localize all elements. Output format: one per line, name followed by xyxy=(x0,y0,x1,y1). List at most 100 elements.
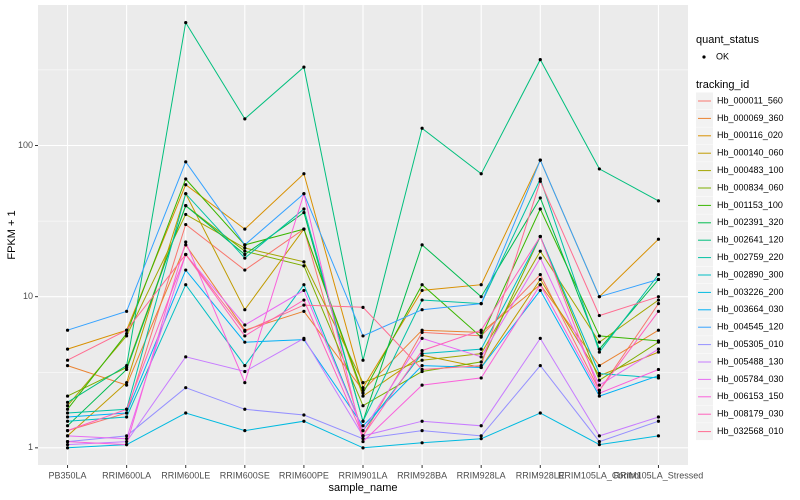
data-point xyxy=(243,363,247,368)
data-point xyxy=(65,404,70,408)
legend-label: Hb_002759_220 xyxy=(717,252,784,262)
data-point xyxy=(243,252,247,257)
data-point xyxy=(538,363,542,368)
x-tick-label: RRIM928BA xyxy=(397,470,447,480)
data-point xyxy=(597,313,601,318)
data-point xyxy=(125,381,129,385)
data-point xyxy=(361,391,365,395)
data-point xyxy=(597,340,601,344)
data-point xyxy=(420,328,424,332)
data-point xyxy=(184,240,188,244)
data-point xyxy=(302,260,306,264)
x-axis-title: sample_name xyxy=(328,482,397,494)
x-tick-label: RRIM928LE xyxy=(516,470,565,480)
data-point xyxy=(656,277,661,282)
data-point xyxy=(538,277,542,282)
data-point xyxy=(420,363,424,368)
data-point xyxy=(243,329,247,333)
data-point xyxy=(184,204,188,208)
data-point xyxy=(656,376,661,380)
data-point xyxy=(597,350,601,354)
data-point xyxy=(302,283,306,287)
data-point xyxy=(302,207,306,211)
x-tick-label: RRIM600LE xyxy=(161,470,210,480)
data-point xyxy=(597,434,601,438)
legend-label: Hb_005784_030 xyxy=(717,374,784,384)
legend-label: Hb_000116_020 xyxy=(717,130,783,140)
legend-label: Hb_000069_360 xyxy=(717,113,784,123)
data-point xyxy=(538,158,542,162)
data-point xyxy=(538,288,542,293)
data-point xyxy=(65,407,70,411)
data-point xyxy=(184,243,188,247)
x-tick-label: RRIM600SE xyxy=(220,470,270,480)
data-point xyxy=(65,429,70,433)
data-point xyxy=(597,378,601,382)
data-point xyxy=(302,419,306,423)
data-point xyxy=(597,167,601,171)
data-point xyxy=(125,443,129,447)
data-point xyxy=(479,335,483,339)
data-point xyxy=(479,355,483,359)
data-point xyxy=(420,429,424,433)
data-point xyxy=(656,419,661,423)
data-point xyxy=(538,272,542,277)
data-point xyxy=(479,437,483,441)
data-point xyxy=(184,160,188,164)
data-point xyxy=(597,363,601,368)
data-point xyxy=(361,446,365,450)
data-point xyxy=(538,196,542,200)
legend-label: Hb_003664_030 xyxy=(717,304,784,314)
legend-label: Hb_000011_560 xyxy=(717,95,783,105)
data-point xyxy=(361,334,365,338)
legend-label: Hb_032568_010 xyxy=(717,426,784,436)
data-point xyxy=(656,434,661,438)
data-point xyxy=(65,446,70,450)
x-tick-label: RRIM600PE xyxy=(279,470,329,480)
data-point xyxy=(538,411,542,415)
data-point xyxy=(656,339,661,343)
data-point xyxy=(243,308,247,312)
data-point xyxy=(302,303,306,307)
data-point xyxy=(65,394,70,398)
data-point xyxy=(420,243,424,247)
data-point xyxy=(361,439,365,444)
data-point xyxy=(302,172,306,176)
data-point xyxy=(65,415,70,419)
data-point xyxy=(361,386,365,390)
data-point xyxy=(597,388,601,392)
data-point xyxy=(65,363,70,368)
y-tick-label: 10 xyxy=(23,291,33,301)
data-point xyxy=(479,434,483,438)
data-point xyxy=(65,328,70,332)
legend-label: Hb_005488_130 xyxy=(717,356,784,366)
legend-title: tracking_id xyxy=(696,79,749,91)
y-tick-label: 1 xyxy=(28,442,33,452)
data-point xyxy=(184,177,188,181)
data-point xyxy=(184,252,188,257)
data-point xyxy=(656,295,661,299)
data-point xyxy=(125,437,129,441)
data-point xyxy=(420,441,424,445)
data-point xyxy=(420,126,424,130)
data-point xyxy=(420,352,424,356)
data-point xyxy=(597,295,601,299)
data-point xyxy=(538,207,542,211)
data-point xyxy=(184,21,188,25)
legend-label: Hb_003226_200 xyxy=(717,287,784,297)
data-point xyxy=(361,358,365,362)
data-point xyxy=(65,424,70,428)
data-point xyxy=(656,367,661,372)
data-point xyxy=(479,328,483,332)
data-point xyxy=(420,308,424,312)
data-point xyxy=(656,309,661,313)
data-point xyxy=(479,363,483,368)
legend-label: Hb_005305_010 xyxy=(717,339,784,349)
data-point xyxy=(538,249,542,253)
data-point xyxy=(656,199,661,203)
legend-point xyxy=(702,55,706,59)
data-point xyxy=(243,243,247,247)
data-point xyxy=(302,413,306,417)
data-point xyxy=(361,434,365,438)
